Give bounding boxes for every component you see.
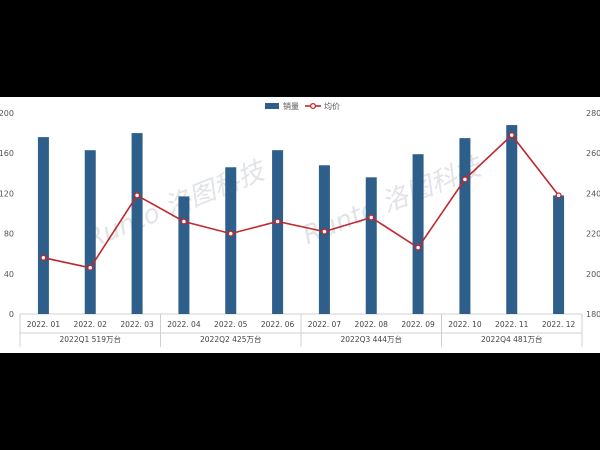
bar	[272, 150, 284, 314]
bar-series	[37, 125, 565, 314]
watermark-text: Runto 洛图科技	[82, 155, 272, 255]
legend-line-marker	[309, 102, 317, 110]
chart-panel: 0 40 80 120 160 200 180 200 220 240 260 280 Runto …	[0, 97, 600, 353]
bar	[225, 167, 237, 314]
right-tick-label: 200	[586, 270, 600, 279]
bar	[365, 177, 377, 314]
x-tick-labels: 2022. 01 2022. 02 2022. 03 2022. 04 2022. 05…	[27, 320, 576, 329]
quarter-label: 2022Q3 444万台	[341, 334, 402, 344]
right-tick-label: 180	[586, 310, 600, 319]
combo-chart: 0 40 80 120 160 200 180 200 220 240 260 280 Runto …	[0, 101, 600, 347]
left-tick-label: 160	[0, 149, 14, 158]
x-tick-label: 2022. 09	[401, 320, 435, 329]
line-series	[43, 133, 560, 269]
line-points	[40, 132, 562, 271]
legend-bar-swatch	[265, 103, 279, 109]
x-tick-label: 2022. 04	[167, 320, 201, 329]
x-tick-label: 2022. 03	[120, 320, 154, 329]
bar	[178, 196, 190, 314]
x-tick-label: 2022. 11	[495, 320, 529, 329]
x-tick-label: 2022. 06	[261, 320, 295, 329]
legend-line-label: 均价	[324, 101, 340, 111]
line-point	[415, 244, 422, 251]
bar	[318, 165, 330, 314]
left-tick-label: 80	[4, 230, 14, 239]
bar	[506, 125, 518, 314]
bar	[412, 154, 424, 314]
right-tick-label: 260	[586, 149, 600, 158]
legend-bar-label: 销量	[283, 101, 299, 111]
quarter-label: 2022Q2 425万台	[200, 334, 261, 344]
bar	[84, 150, 96, 314]
x-tick-label: 2022. 01	[27, 320, 61, 329]
line-point	[508, 132, 515, 139]
quarter-label: 2022Q4 481万台	[481, 334, 542, 344]
bar	[553, 195, 565, 314]
x-tick-label: 2022. 08	[355, 320, 389, 329]
quarter-group-axis: 2022Q1 519万台 2022Q2 425万台 2022Q3 444万台 2022…	[19, 314, 583, 347]
line-point	[40, 254, 47, 261]
line-point	[227, 230, 234, 237]
right-tick-label: 240	[586, 189, 600, 198]
right-tick-label: 280	[586, 109, 600, 118]
line-point	[87, 264, 94, 271]
legend: 销量 均价	[265, 101, 340, 111]
bar	[37, 137, 49, 314]
x-tick-label: 2022. 02	[74, 320, 108, 329]
line-point	[274, 218, 281, 225]
bar	[131, 133, 143, 314]
x-tick-label: 2022. 12	[542, 320, 576, 329]
right-axis: 180 200 220 240 260 280	[586, 109, 600, 319]
line-point	[134, 192, 141, 199]
right-tick-label: 220	[586, 230, 600, 239]
bar	[459, 138, 471, 314]
x-tick-label: 2022. 07	[308, 320, 342, 329]
left-tick-label: 40	[4, 270, 14, 279]
line-point	[461, 176, 468, 183]
x-tick-label: 2022. 05	[214, 320, 248, 329]
line-point	[555, 192, 562, 199]
left-tick-label: 200	[0, 109, 14, 118]
left-tick-label: 120	[0, 189, 14, 198]
line-point	[321, 228, 328, 235]
left-tick-label: 0	[9, 310, 14, 319]
x-tick-label: 2022. 10	[448, 320, 482, 329]
quarter-label: 2022Q1 519万台	[60, 334, 121, 344]
line-point	[180, 218, 187, 225]
line-point	[368, 214, 375, 221]
left-axis: 0 40 80 120 160 200	[0, 109, 14, 319]
